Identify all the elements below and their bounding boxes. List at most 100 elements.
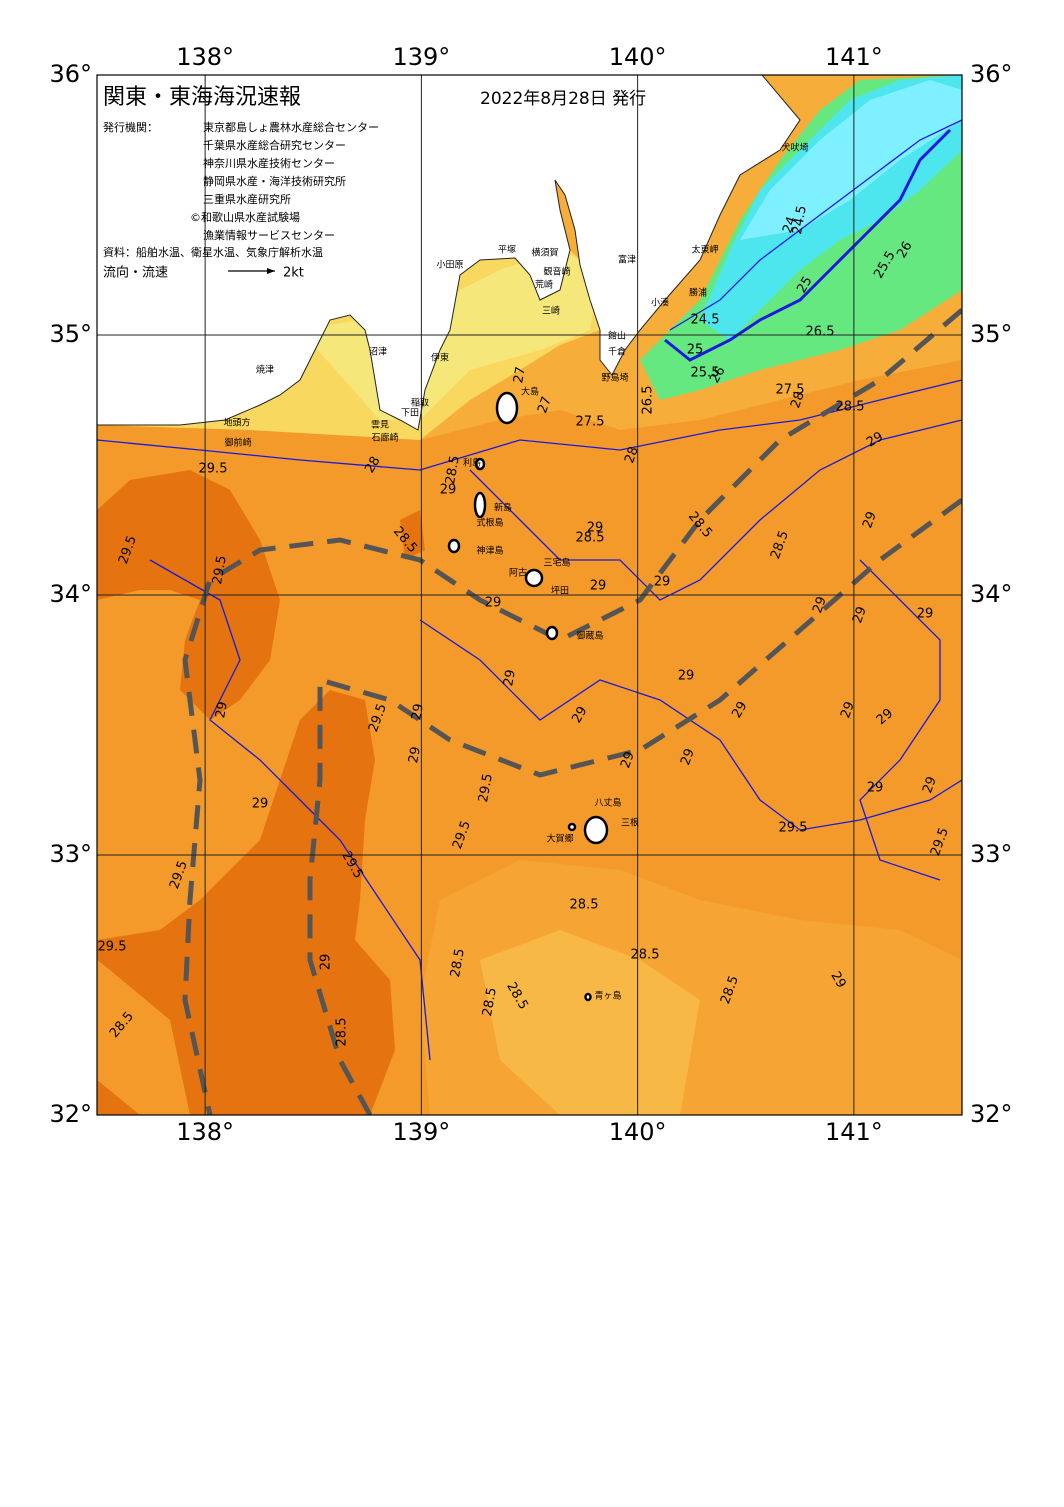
isotherm-label: 29 — [810, 595, 830, 616]
y-tick-label: 32° — [970, 1100, 1013, 1128]
island — [584, 992, 592, 1002]
isotherm-label: 28.5 — [448, 947, 468, 978]
isotherm-label: 28.5 — [631, 948, 660, 963]
isotherm-label: 27 — [535, 395, 555, 416]
isotherm-label: 29 — [678, 669, 695, 684]
y-tick-label: 33° — [49, 840, 92, 868]
isotherm-label: 29 — [618, 750, 638, 771]
isotherm-label: 28 — [362, 454, 383, 476]
island — [545, 625, 559, 641]
x-tick-label: 140° — [609, 1118, 667, 1146]
isotherm-label: 29 — [917, 607, 934, 622]
place-name: 伊東 — [431, 352, 449, 364]
isotherm-label: 29 — [654, 575, 671, 590]
island — [495, 391, 519, 425]
x-tick-label: 141° — [825, 43, 883, 71]
place-name: 稲取 — [411, 397, 429, 409]
isotherm-label: 29 — [252, 797, 269, 812]
place-name: 三崎 — [542, 305, 560, 317]
isotherm-label: 27.5 — [776, 383, 805, 398]
place-name: 地頭方 — [223, 417, 250, 429]
isotherm-label: 28 — [622, 445, 642, 466]
isotherm-label: 26 — [707, 364, 728, 386]
warm-area — [97, 690, 395, 1115]
y-tick-label: 35° — [970, 320, 1013, 348]
place-name: 横須賀 — [531, 247, 558, 259]
place-name: 式根島 — [476, 517, 503, 529]
isotherms — [97, 119, 962, 1061]
isotherm-label: 29.5 — [210, 554, 230, 585]
flow-scale: 2kt — [283, 266, 304, 281]
place-name: 神津島 — [476, 545, 503, 557]
isotherm-label: 29 — [860, 510, 880, 531]
isotherm-label: 29 — [678, 747, 698, 768]
x-tick-label: 138° — [176, 43, 234, 71]
y-tick-label: 33° — [970, 840, 1013, 868]
isotherm — [149, 559, 431, 1061]
place-name: 館山 — [608, 330, 626, 342]
place-name: 富津 — [618, 254, 636, 266]
isotherm-label: 29 — [406, 746, 424, 765]
isotherm-label: 26.5 — [641, 386, 656, 415]
flow-label: 流向・流速 — [103, 265, 168, 281]
x-tick-label: 139° — [392, 43, 450, 71]
isotherm-label: 28.5 — [335, 1018, 350, 1047]
isotherm-label: 29 — [319, 954, 334, 971]
isotherm-label: 24.5 — [790, 204, 810, 235]
place-name: 雲見 — [371, 420, 389, 431]
current-axis — [182, 308, 962, 1115]
isotherm-label: 29 — [590, 579, 607, 594]
island — [524, 568, 544, 588]
place-name: 下田 — [401, 408, 419, 419]
place-name: 平塚 — [498, 245, 516, 256]
issue-date: 2022年8月28日 発行 — [480, 89, 646, 109]
isotherm-label: 29 — [213, 701, 231, 720]
isotherm-label: 29 — [838, 700, 858, 721]
isotherm-label: 27.5 — [576, 415, 605, 430]
isotherm-label: 27 — [511, 366, 529, 385]
isotherm-label: 24 — [780, 215, 800, 236]
isotherm-label: 25.5 — [691, 366, 720, 381]
graticule — [97, 75, 962, 1115]
place-name: 石廊崎 — [371, 432, 398, 444]
agencies-label: 発行機関： — [103, 120, 158, 134]
land — [97, 75, 801, 431]
header: 関東・東海海況速報 2022年8月28日 発行 発行機関： 資料：船舶水温、衛星… — [103, 85, 646, 281]
source: 資料：船舶水温、衛星水温、気象庁解析水温 — [103, 245, 323, 259]
isotherm-label: 28 — [788, 390, 808, 411]
place-name: 勝浦 — [689, 287, 707, 299]
flow-scale-arrowhead — [267, 268, 275, 274]
isotherm-label: 29 — [569, 704, 590, 726]
cool-area — [480, 930, 700, 1115]
place-name: 焼津 — [256, 365, 274, 376]
isotherm-label: 25 — [794, 274, 815, 296]
isotherm-label: 29 — [501, 669, 519, 688]
isotherm-label: 28.5 — [443, 454, 463, 485]
isotherm-label: 29.5 — [98, 940, 127, 955]
isotherm-label: 25 — [687, 343, 704, 358]
y-tick-label: 35° — [49, 320, 92, 348]
place-name: 荒崎 — [535, 279, 553, 291]
isotherm-label: 29 — [850, 605, 870, 626]
place-name: 小田原 — [436, 260, 463, 271]
island — [447, 538, 461, 554]
isotherm — [97, 379, 962, 471]
islands — [447, 391, 609, 1002]
place-name: 大島 — [521, 386, 539, 398]
place-name: 三根 — [621, 817, 639, 829]
isotherm-bold — [664, 128, 952, 362]
place-name: 青ヶ島 — [594, 990, 621, 1002]
agency: 漁業情報サービスセンター — [203, 228, 335, 242]
isotherm-label: 29 — [440, 483, 457, 498]
place-name: 千倉 — [608, 346, 626, 358]
place-name: 太東岬 — [691, 244, 718, 256]
isotherm-label: 29 — [485, 596, 502, 611]
y-tick-label: 36° — [49, 60, 92, 88]
y-tick-label: 34° — [970, 580, 1013, 608]
place-name: 利島 — [463, 457, 481, 469]
plot-frame — [96, 74, 963, 1116]
isotherm-label: 29 — [864, 429, 886, 450]
isotherm-label: 29 — [729, 699, 750, 721]
y-tick-label: 32° — [49, 1100, 92, 1128]
